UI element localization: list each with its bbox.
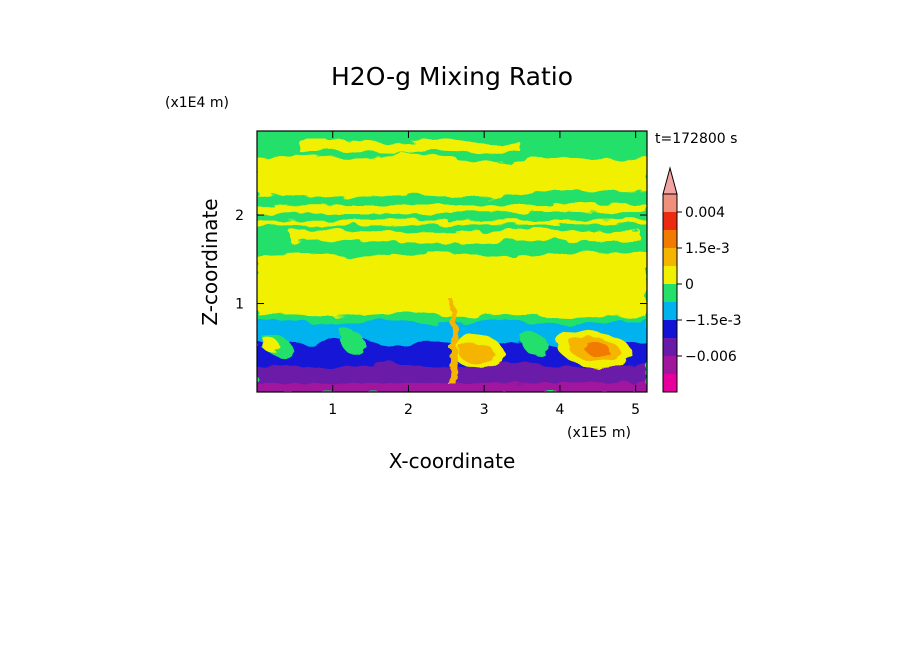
contour-field <box>257 131 647 392</box>
field-orange-core <box>584 342 610 356</box>
field-green-swirl-3 <box>519 332 550 357</box>
x-axis-ticks: 1 2 3 4 5 <box>328 131 640 418</box>
plot-frame <box>256 130 648 393</box>
field-yellow-stripe-3 <box>290 229 640 244</box>
colorbar-tick-label: −0.006 <box>685 349 737 365</box>
y-axis-units: (x1E4 m) <box>165 95 229 111</box>
y-axis-title: Z-coordinate <box>198 198 222 325</box>
field-yellow-blob-1 <box>261 337 279 354</box>
x-tick-label: 1 <box>328 402 337 418</box>
colorbar-segment <box>663 302 677 320</box>
colorbar-segment <box>663 338 677 356</box>
colorbar-segment <box>663 212 677 230</box>
field-bands <box>257 138 647 392</box>
colorbar-segment <box>663 248 677 266</box>
colorbar-tick-label: 0 <box>685 277 694 293</box>
colorbar-tick-label: 1.5e-3 <box>685 241 730 257</box>
x-axis-title: X-coordinate <box>389 449 516 473</box>
x-tick-label: 3 <box>480 402 489 418</box>
colorbar-tick-label: −1.5e-3 <box>685 313 742 329</box>
field-yellow-top <box>300 138 520 154</box>
y-tick-label: 1 <box>235 297 244 313</box>
colorbar-tick-label: 0.004 <box>685 205 725 221</box>
field-green-swirl-2 <box>339 329 366 355</box>
chart-title: H2O-g Mixing Ratio <box>331 62 573 91</box>
y-tick-label: 2 <box>235 208 244 224</box>
colorbar-frame <box>662 193 678 393</box>
time-label: t=172800 s <box>655 131 737 147</box>
colorbar-segment <box>663 230 677 248</box>
colorbar-segment <box>663 356 677 374</box>
colorbar-segment <box>663 320 677 338</box>
field-yellow-stripe-1 <box>257 204 647 214</box>
colorbar-segment <box>663 266 677 284</box>
field-magenta <box>257 382 647 392</box>
colorbar: 0.004 1.5e-3 0 −1.5e-3 −0.006 <box>662 166 742 393</box>
x-tick-label: 4 <box>555 402 564 418</box>
colorbar-extend-max <box>662 166 678 195</box>
x-tick-label: 5 <box>631 402 640 418</box>
colorbar-segment <box>663 284 677 302</box>
x-axis-units: (x1E5 m) <box>567 425 631 441</box>
field-yellow-stripe-2 <box>257 219 647 226</box>
colorbar-segment <box>663 194 677 212</box>
field-plume <box>448 300 459 384</box>
y-axis-ticks: 12 <box>235 208 647 313</box>
field-orange-blob-1 <box>458 343 494 364</box>
colorbar-segment <box>663 374 677 392</box>
x-tick-label: 2 <box>404 402 413 418</box>
field-yellow-lower <box>257 252 647 319</box>
field-yellow-upper <box>257 154 647 199</box>
